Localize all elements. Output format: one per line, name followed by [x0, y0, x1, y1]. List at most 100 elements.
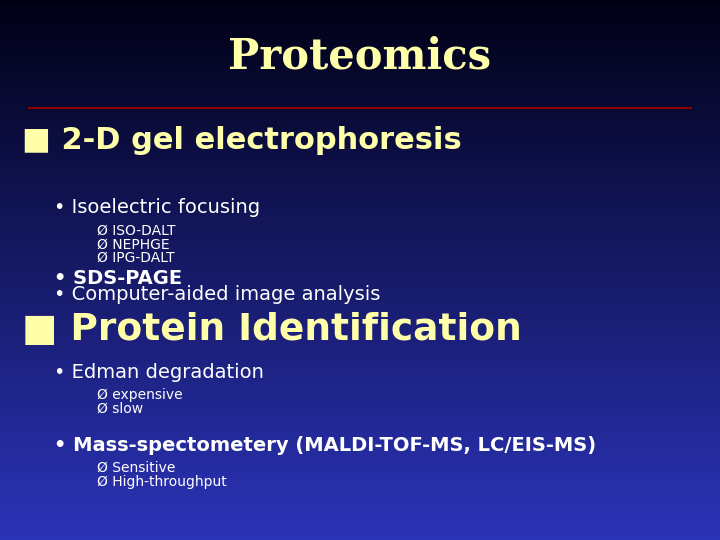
Bar — [0, 479, 720, 481]
Bar — [0, 9, 720, 11]
Bar — [0, 441, 720, 443]
Bar — [0, 295, 720, 297]
Bar — [0, 437, 720, 439]
Text: Ø High-throughput: Ø High-throughput — [97, 475, 227, 489]
Bar — [0, 484, 720, 486]
Bar — [0, 448, 720, 450]
Bar — [0, 319, 720, 320]
Bar — [0, 353, 720, 355]
Bar — [0, 279, 720, 281]
Bar — [0, 474, 720, 475]
Bar — [0, 166, 720, 167]
Bar — [0, 144, 720, 146]
Bar — [0, 455, 720, 457]
Bar — [0, 25, 720, 27]
Bar — [0, 142, 720, 144]
Bar — [0, 254, 720, 255]
Bar — [0, 285, 720, 286]
Bar — [0, 461, 720, 463]
Bar — [0, 259, 720, 261]
Bar — [0, 301, 720, 302]
Text: ■ Protein Identification: ■ Protein Identification — [22, 313, 521, 348]
Bar — [0, 389, 720, 390]
Bar — [0, 174, 720, 177]
Bar — [0, 29, 720, 31]
Bar — [0, 288, 720, 290]
Bar — [0, 383, 720, 385]
Bar — [0, 59, 720, 61]
Bar — [0, 5, 720, 7]
Bar — [0, 322, 720, 324]
Bar — [0, 218, 720, 220]
Bar — [0, 304, 720, 306]
Bar — [0, 211, 720, 212]
Bar — [0, 86, 720, 88]
Bar — [0, 452, 720, 454]
Bar — [0, 162, 720, 164]
Bar — [0, 297, 720, 299]
Bar — [0, 212, 720, 214]
Bar — [0, 184, 720, 185]
Bar — [0, 99, 720, 101]
Bar — [0, 185, 720, 187]
Bar — [0, 232, 720, 234]
Bar — [0, 34, 720, 36]
Bar — [0, 486, 720, 488]
Bar — [0, 231, 720, 232]
Bar — [0, 373, 720, 374]
Bar — [0, 471, 720, 474]
Bar — [0, 54, 720, 56]
Text: • Mass-spectometery (MALDI-TOF-MS, LC/EIS-MS): • Mass-spectometery (MALDI-TOF-MS, LC/EI… — [54, 436, 596, 455]
Bar — [0, 302, 720, 304]
Bar — [0, 47, 720, 49]
Bar — [0, 366, 720, 367]
Bar — [0, 200, 720, 201]
Bar — [0, 92, 720, 93]
Bar — [0, 317, 720, 319]
Bar — [0, 360, 720, 362]
Bar — [0, 74, 720, 76]
Bar — [0, 488, 720, 490]
Bar — [0, 96, 720, 97]
Bar — [0, 255, 720, 258]
Bar — [0, 498, 720, 501]
Bar — [0, 108, 720, 110]
Bar — [0, 239, 720, 241]
Bar — [0, 417, 720, 420]
Bar — [0, 193, 720, 194]
Bar — [0, 66, 720, 69]
Bar — [0, 70, 720, 72]
Bar — [0, 39, 720, 42]
Bar — [0, 502, 720, 504]
Bar — [0, 16, 720, 18]
Bar — [0, 250, 720, 252]
Bar — [0, 385, 720, 387]
Bar — [0, 131, 720, 133]
Bar — [0, 263, 720, 265]
Bar — [0, 403, 720, 405]
Bar — [0, 447, 720, 448]
Bar — [0, 414, 720, 416]
Bar — [0, 119, 720, 120]
Bar — [0, 531, 720, 533]
Bar — [0, 225, 720, 227]
Bar — [0, 49, 720, 50]
Bar — [0, 258, 720, 259]
Bar — [0, 194, 720, 196]
Bar — [0, 227, 720, 228]
Bar — [0, 209, 720, 211]
Bar — [0, 76, 720, 77]
Text: • SDS-PAGE: • SDS-PAGE — [54, 268, 182, 288]
Bar — [0, 205, 720, 207]
Bar — [0, 380, 720, 382]
Bar — [0, 439, 720, 441]
Bar — [0, 4, 720, 5]
Bar — [0, 340, 720, 342]
Bar — [0, 0, 720, 2]
Bar — [0, 160, 720, 162]
Bar — [0, 221, 720, 223]
Bar — [0, 468, 720, 470]
Bar — [0, 198, 720, 200]
Bar — [0, 7, 720, 9]
Text: ■ 2-D gel electrophoresis: ■ 2-D gel electrophoresis — [22, 126, 462, 155]
